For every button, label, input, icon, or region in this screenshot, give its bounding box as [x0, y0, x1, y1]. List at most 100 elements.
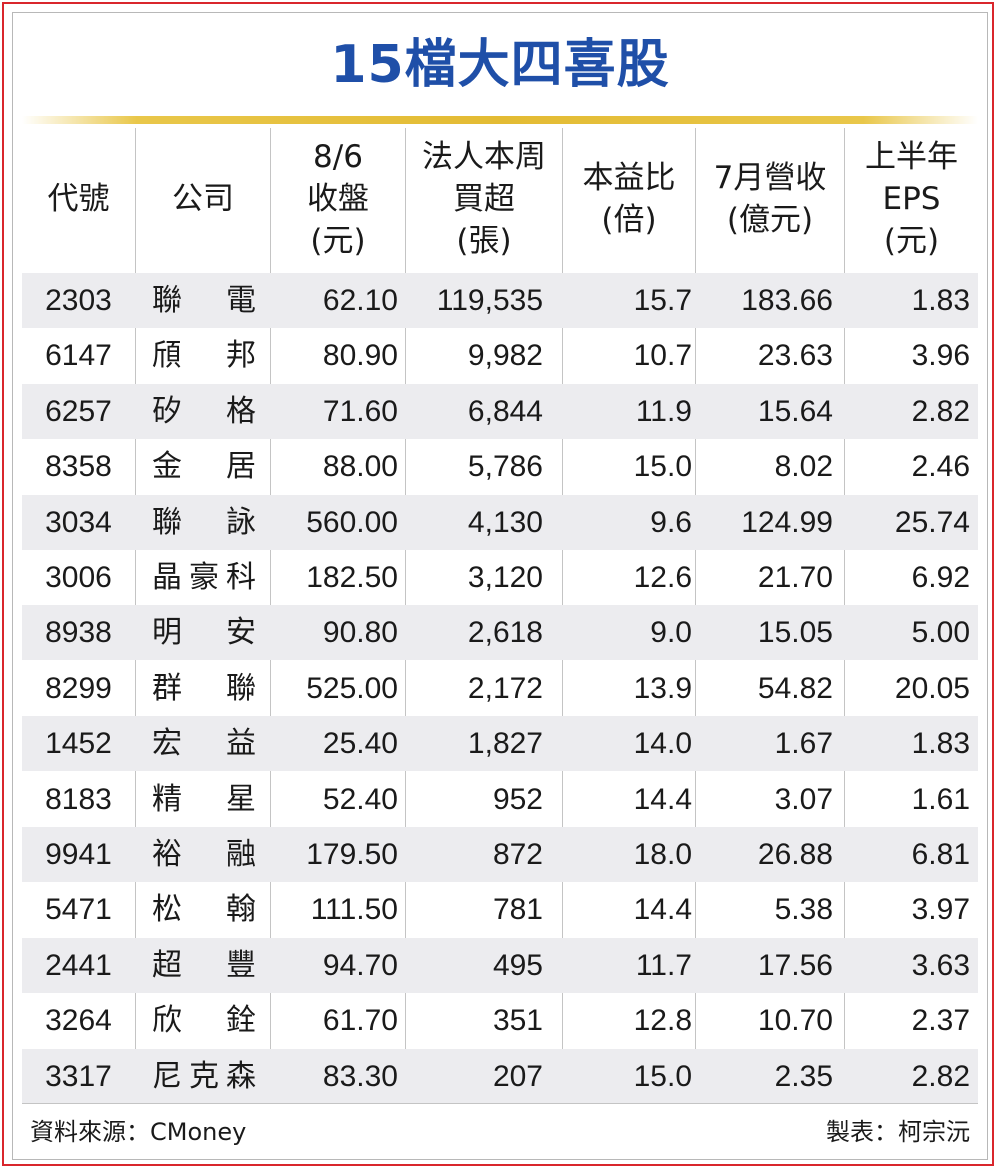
company-name-cell: 欣銓 — [152, 993, 256, 1048]
column-header-line: 法人本周 — [422, 139, 546, 175]
company-name-char: 豐 — [226, 947, 256, 983]
stock-code-cell: 8938 — [45, 616, 112, 650]
pe-ratio-cell: 15.0 — [633, 450, 692, 484]
inner-gray-border — [12, 12, 988, 1160]
revenue-cell: 54.82 — [757, 671, 833, 705]
company-name-cell: 明安 — [152, 605, 256, 660]
company-name-cell: 宏益 — [152, 716, 256, 771]
close-price-cell: 525.00 — [306, 671, 398, 705]
close-price-cell: 80.90 — [322, 339, 398, 373]
company-name-char: 頎 — [152, 338, 182, 374]
pe-ratio-cell: 10.7 — [633, 339, 692, 373]
eps-cell: 1.61 — [911, 782, 970, 816]
revenue-cell: 8.02 — [774, 450, 833, 484]
company-name-cell: 聯電 — [152, 273, 256, 328]
revenue-cell: 21.70 — [757, 561, 833, 594]
stock-code-cell: 3317 — [45, 1059, 112, 1093]
pe-ratio-cell: 11.7 — [635, 948, 692, 982]
revenue-cell: 23.63 — [757, 339, 833, 373]
net-buy-cell: 495 — [492, 948, 543, 982]
close-price-cell: 179.50 — [306, 838, 398, 871]
stock-code-cell: 2303 — [45, 284, 112, 317]
net-buy-cell: 207 — [492, 1059, 543, 1093]
table-row: 3034 聯詠 560.00 4,130 9.6 124.99 25.74 — [22, 494, 978, 550]
column-header-company: 公司 — [136, 128, 270, 270]
table-row: 3264 欣銓 61.70 351 12.8 10.70 2.37 — [22, 993, 978, 1048]
net-buy-cell: 4,130 — [467, 505, 543, 539]
eps-cell: 6.81 — [911, 838, 970, 871]
pe-ratio-cell: 13.9 — [633, 671, 692, 705]
stock-code-cell: 1452 — [45, 727, 112, 761]
table-row: 1452 宏益 25.40 1,827 14.0 1.67 1.83 — [22, 716, 978, 772]
column-header-line: 公司 — [172, 181, 234, 217]
close-price-cell: 25.40 — [322, 727, 398, 761]
company-name-char: 融 — [226, 837, 256, 872]
company-name-char: 益 — [226, 726, 256, 762]
pe-ratio-cell: 15.0 — [633, 1059, 692, 1093]
company-name-char: 克 — [189, 1058, 219, 1094]
company-name-char: 聯 — [152, 504, 182, 540]
net-buy-cell: 6,844 — [467, 394, 543, 428]
title-gold-rule — [22, 116, 978, 124]
net-buy-cell: 5,786 — [467, 450, 543, 484]
company-name-cell: 超豐 — [152, 938, 256, 993]
pe-ratio-cell: 14.4 — [633, 893, 692, 927]
table-row: 8183 精星 52.40 952 14.4 3.07 1.61 — [22, 772, 978, 827]
net-buy-cell: 872 — [492, 838, 543, 871]
company-name-char: 豪 — [189, 560, 219, 595]
pe-ratio-cell: 18.0 — [633, 838, 692, 871]
column-header-revenue: 7月營收 (億元) — [696, 128, 844, 270]
column-header-line: 7月營收 — [713, 160, 827, 196]
pe-ratio-cell: 14.0 — [633, 727, 692, 761]
close-price-cell: 52.40 — [322, 782, 398, 816]
table-row: 3006 晶豪科 182.50 3,120 12.6 21.70 6.92 — [22, 550, 978, 605]
net-buy-cell: 351 — [492, 1004, 543, 1038]
eps-cell: 3.96 — [911, 339, 970, 373]
column-header-code: 代號 — [22, 128, 135, 270]
pe-ratio-cell: 12.6 — [633, 561, 692, 594]
pe-ratio-cell: 11.9 — [635, 394, 692, 428]
eps-cell: 1.83 — [911, 727, 970, 761]
stock-code-cell: 3034 — [45, 505, 112, 539]
company-name-char: 裕 — [152, 837, 182, 872]
company-name-char: 宏 — [152, 726, 182, 762]
company-name-char: 格 — [226, 393, 256, 429]
company-name-char: 松 — [152, 892, 182, 928]
column-header-line: 收盤 — [307, 181, 369, 217]
stock-code-cell: 6147 — [45, 339, 112, 373]
company-name-char: 翰 — [226, 892, 256, 928]
net-buy-cell: 2,172 — [467, 671, 543, 705]
company-name-cell: 松翰 — [152, 882, 256, 937]
company-name-char: 矽 — [152, 393, 182, 429]
stock-code-cell: 9941 — [45, 838, 112, 871]
column-header-close: 8/6 收盤 (元) — [271, 128, 405, 270]
company-name-char: 晶 — [152, 560, 182, 595]
column-header-line: (張) — [456, 223, 512, 259]
company-name-char: 尼 — [152, 1058, 182, 1094]
table-row: 8299 群聯 525.00 2,172 13.9 54.82 20.05 — [22, 661, 978, 716]
company-name-char: 超 — [152, 947, 182, 983]
company-name-char: 聯 — [226, 670, 256, 706]
revenue-cell: 2.35 — [774, 1059, 833, 1093]
pe-ratio-cell: 14.4 — [633, 782, 692, 816]
eps-cell: 3.97 — [911, 893, 970, 927]
net-buy-cell: 2,618 — [467, 616, 543, 650]
revenue-cell: 17.56 — [757, 948, 833, 982]
close-price-cell: 83.30 — [322, 1059, 398, 1093]
revenue-cell: 15.05 — [757, 616, 833, 650]
column-header-line: (元) — [883, 223, 940, 259]
column-header-eps: 上半年 EPS (元) — [845, 128, 978, 270]
revenue-cell: 124.99 — [741, 505, 833, 539]
column-header-net_buy: 法人本周 買超 (張) — [406, 128, 562, 270]
net-buy-cell: 119,535 — [436, 284, 543, 317]
column-header-pe: 本益比 (倍) — [563, 128, 695, 270]
company-name-char: 星 — [226, 781, 256, 817]
company-name-char: 群 — [152, 670, 182, 706]
company-name-cell: 矽格 — [152, 384, 256, 439]
company-name-cell: 群聯 — [152, 661, 256, 716]
close-price-cell: 560.00 — [306, 505, 398, 539]
close-price-cell: 88.00 — [322, 450, 398, 484]
column-header-line: 上半年 — [865, 139, 958, 175]
eps-cell: 2.82 — [911, 1059, 970, 1093]
